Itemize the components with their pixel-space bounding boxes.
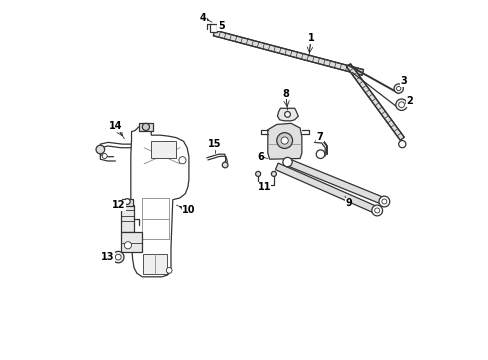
Circle shape	[371, 205, 382, 216]
Circle shape	[282, 157, 292, 167]
Polygon shape	[131, 127, 188, 277]
Circle shape	[102, 153, 107, 158]
Polygon shape	[275, 163, 378, 214]
Polygon shape	[213, 30, 363, 75]
Circle shape	[222, 162, 227, 168]
Circle shape	[396, 86, 400, 91]
Text: 14: 14	[109, 121, 122, 131]
Circle shape	[124, 199, 130, 204]
Text: 5: 5	[217, 21, 224, 31]
Bar	[121, 205, 134, 232]
Circle shape	[124, 242, 131, 249]
Circle shape	[276, 133, 292, 148]
Text: 3: 3	[400, 76, 407, 86]
Polygon shape	[277, 108, 298, 121]
Text: 8: 8	[282, 89, 288, 99]
Bar	[151, 140, 176, 158]
Circle shape	[381, 199, 386, 204]
Polygon shape	[346, 64, 404, 140]
Circle shape	[284, 112, 290, 117]
Circle shape	[374, 208, 379, 213]
Circle shape	[398, 140, 405, 148]
Text: 10: 10	[182, 206, 195, 216]
Bar	[122, 199, 132, 206]
Circle shape	[378, 196, 389, 207]
Text: 6: 6	[257, 152, 264, 162]
Text: 9: 9	[345, 198, 351, 208]
Circle shape	[316, 150, 324, 158]
Text: 7: 7	[316, 132, 323, 142]
Text: 15: 15	[208, 139, 222, 149]
Bar	[121, 232, 142, 252]
Polygon shape	[267, 123, 301, 159]
Circle shape	[393, 84, 403, 93]
Circle shape	[395, 99, 407, 111]
Text: 12: 12	[112, 200, 125, 210]
Circle shape	[271, 171, 276, 176]
Circle shape	[255, 171, 260, 176]
Circle shape	[398, 102, 404, 108]
Circle shape	[142, 123, 149, 131]
Circle shape	[166, 267, 172, 273]
Bar	[210, 24, 217, 32]
Bar	[143, 254, 166, 274]
Circle shape	[179, 157, 185, 164]
Text: 13: 13	[101, 252, 114, 262]
Text: 1: 1	[307, 33, 314, 43]
Circle shape	[281, 137, 287, 144]
Text: 11: 11	[257, 182, 270, 192]
Text: 2: 2	[405, 96, 412, 106]
Text: 4: 4	[200, 13, 206, 23]
Polygon shape	[285, 159, 385, 205]
Circle shape	[96, 145, 104, 154]
Bar	[139, 123, 153, 131]
Circle shape	[115, 254, 121, 260]
Circle shape	[112, 251, 124, 263]
